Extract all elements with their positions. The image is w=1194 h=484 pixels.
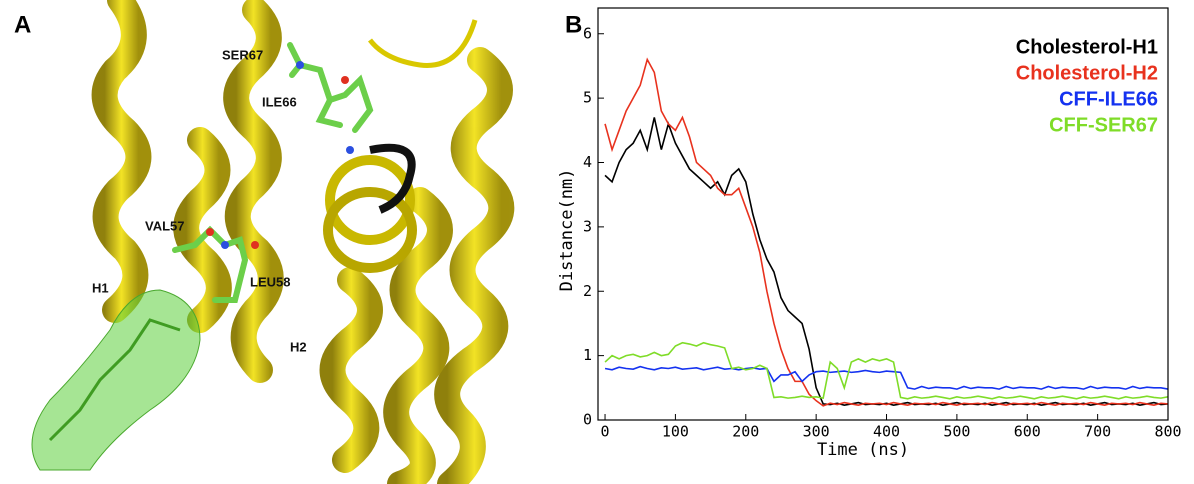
helices (91, 0, 515, 484)
panel-label: B (565, 11, 582, 38)
y-tick-label: 0 (583, 411, 592, 429)
x-tick-label: 800 (1154, 423, 1181, 441)
x-tick-label: 700 (1084, 423, 1111, 441)
x-tick-label: 500 (943, 423, 970, 441)
y-tick-label: 5 (583, 89, 592, 107)
panel-a: A SER67 ILE66 VAL57 LEU58 H1 H2 (14, 0, 515, 484)
ligand-surface (31, 289, 201, 471)
x-tick-label: 400 (873, 423, 900, 441)
legend-entry: CFF-ILE66 (1059, 88, 1158, 110)
x-tick-label: 0 (601, 423, 610, 441)
x-axis-title: Time (ns) (817, 440, 909, 460)
residue-label: ILE66 (262, 94, 297, 109)
residue-label: SER67 (222, 47, 263, 62)
series-line (604, 365, 1168, 390)
y-tick-label: 3 (583, 217, 592, 235)
plot-frame (597, 7, 1169, 421)
legend-entry: CFF-SER67 (1049, 114, 1158, 136)
helix-label: H1 (92, 280, 109, 295)
helix-ring (323, 143, 417, 273)
y-axis-title: Distance(nm) (557, 169, 577, 292)
residue-label: LEU58 (250, 274, 290, 289)
x-tick-label: 600 (1014, 423, 1041, 441)
panel-b: B 0 100 200 300 400 500 600 700 800 0 1 2 3 4 5 6 Time (… (557, 7, 1182, 460)
helix-label: H2 (290, 339, 307, 354)
y-tick-label: 4 (583, 153, 592, 171)
x-tick-label: 300 (803, 423, 830, 441)
series-line (604, 57, 1168, 407)
residue-label: VAL57 (145, 218, 185, 233)
loop (368, 19, 478, 68)
series-line (604, 117, 1168, 407)
ligand-sticks (48, 318, 181, 442)
y-tick-label: 2 (583, 282, 592, 300)
series-line (604, 341, 1168, 400)
x-tick-label: 200 (732, 423, 759, 441)
y-tick-label: 6 (583, 24, 592, 42)
panel-label: A (14, 11, 31, 38)
legend-entry: Cholesterol-H1 (1016, 36, 1158, 58)
legend-entry: Cholesterol-H2 (1016, 62, 1158, 84)
x-tick-label: 100 (662, 423, 689, 441)
y-tick-label: 1 (583, 346, 592, 364)
atoms (206, 61, 354, 249)
